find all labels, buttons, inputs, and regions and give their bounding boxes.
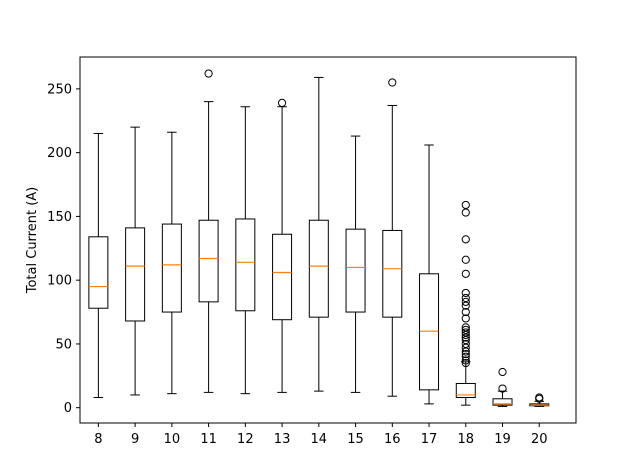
outlier-point: [461, 356, 470, 365]
box-iqr: [308, 219, 329, 318]
outlier-point: [461, 255, 470, 264]
x-tick-label: 20: [531, 432, 548, 447]
x-tick-label: 13: [274, 432, 291, 447]
y-tick-label: 50: [55, 337, 72, 352]
x-tick-label: 11: [200, 432, 217, 447]
outlier-point: [461, 307, 470, 317]
outlier-point: [461, 235, 470, 244]
box-14: [308, 76, 329, 392]
outlier-point: [461, 314, 470, 323]
x-tick-label: 10: [164, 432, 181, 447]
box-iqr: [235, 218, 256, 312]
x-tick-label: 8: [94, 432, 102, 447]
box-iqr: [125, 227, 146, 322]
box-iqr: [161, 223, 182, 313]
x-tick-label: 16: [384, 432, 401, 447]
box-iqr: [455, 382, 476, 398]
outlier-point: [461, 328, 470, 337]
box-20: [529, 393, 550, 407]
box-16: [382, 78, 403, 397]
outlier-point: [461, 208, 470, 217]
x-tick-label: 19: [494, 432, 511, 447]
box-15: [345, 135, 366, 393]
outlier-point: [461, 200, 470, 210]
plot-frame: [79, 56, 577, 424]
y-tick-label: 0: [64, 401, 72, 416]
y-tick-label: 150: [47, 210, 72, 225]
box-18: [455, 200, 476, 406]
x-axis: 8 9 10 11 12 13 14 15 16 17 18 19 20: [94, 423, 548, 447]
box-9: [125, 126, 146, 396]
x-tick-label: 14: [311, 432, 328, 447]
box-10: [161, 131, 182, 395]
box-iqr: [272, 233, 293, 321]
box-iqr: [419, 273, 440, 391]
outlier-point: [498, 384, 507, 393]
x-tick-label: 12: [237, 432, 254, 447]
box-8: [88, 133, 109, 398]
outlier-point: [204, 69, 213, 78]
y-tick-label: 100: [47, 274, 72, 289]
outlier-point: [535, 393, 544, 402]
outlier-point: [461, 293, 470, 303]
outlier-point: [461, 352, 470, 361]
outlier-point: [461, 323, 470, 332]
outlier-point: [388, 78, 397, 87]
x-tick-label: 18: [458, 432, 475, 447]
box-iqr: [88, 236, 109, 309]
y-axis-label: Total Current (A): [25, 187, 40, 295]
x-tick-label: 9: [131, 432, 139, 447]
box-iqr: [345, 228, 366, 313]
y-tick-label: 200: [47, 146, 72, 161]
outlier-point: [498, 367, 507, 377]
box-11: [198, 69, 219, 393]
outlier-point: [461, 269, 470, 278]
box-iqr: [382, 229, 403, 318]
box-19: [492, 367, 513, 407]
y-axis: 0 50 100 150 200 250: [47, 82, 80, 416]
box-12: [235, 106, 256, 395]
y-tick-label: 250: [47, 82, 72, 97]
outlier-point: [461, 297, 470, 306]
outlier-point: [461, 358, 470, 368]
outlier-point: [277, 98, 287, 108]
x-tick-label: 17: [421, 432, 438, 447]
outlier-point: [461, 350, 470, 359]
box-13: [272, 98, 293, 393]
outlier-point: [461, 339, 470, 349]
outlier-point: [461, 325, 470, 335]
x-tick-label: 15: [347, 432, 364, 447]
outlier-point: [461, 288, 470, 298]
box-iqr: [492, 398, 513, 406]
plot-area: [88, 69, 550, 407]
box-17: [419, 144, 440, 405]
box-iqr: [198, 219, 219, 303]
